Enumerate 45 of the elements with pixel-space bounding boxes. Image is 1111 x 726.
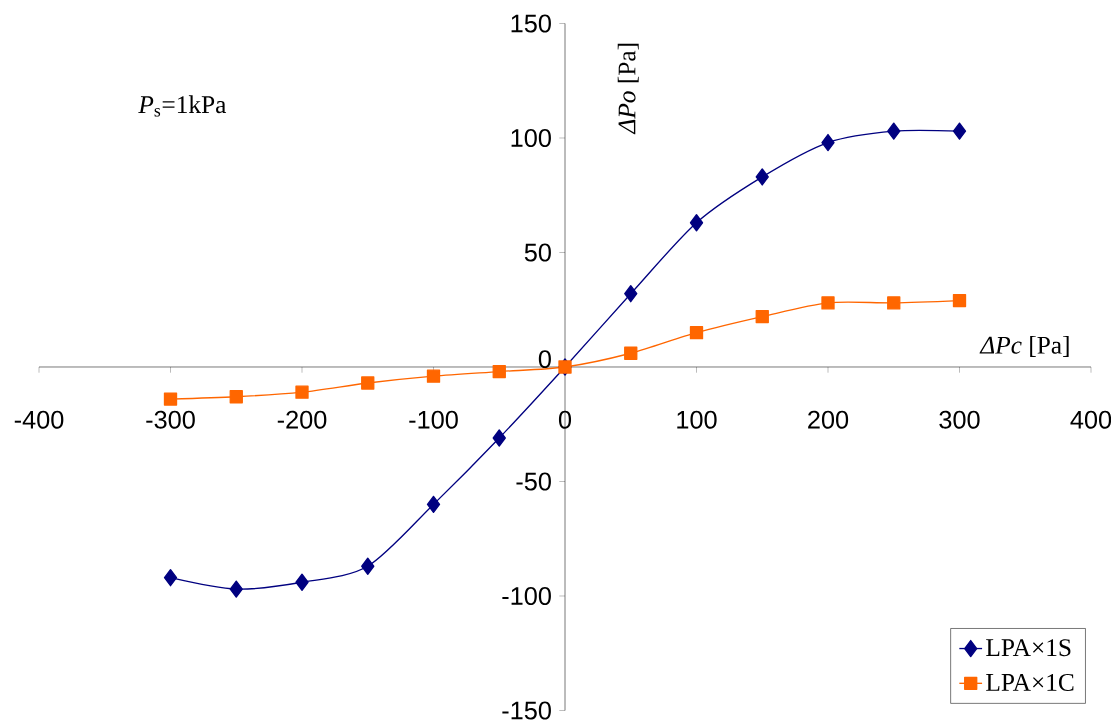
y-tick-label: 50 xyxy=(524,243,551,262)
point xyxy=(821,133,835,152)
x-tick-label: 100 xyxy=(677,410,717,429)
point xyxy=(361,376,375,390)
y-tick-label: 100 xyxy=(511,129,551,147)
point xyxy=(624,346,638,360)
point xyxy=(229,580,243,598)
x-tick-label: -100 xyxy=(409,410,458,429)
point xyxy=(295,573,309,591)
y-tick-label: -150 xyxy=(502,701,551,720)
point xyxy=(229,390,243,404)
point xyxy=(755,168,769,186)
point xyxy=(624,285,638,303)
y-axis-title: ΔPo [Pa] xyxy=(617,43,639,135)
point xyxy=(163,569,178,587)
x-tick-label: 400 xyxy=(1070,410,1111,429)
y-tick-label: -50 xyxy=(516,472,551,491)
point xyxy=(689,214,704,232)
legend-label: LPA×1C xyxy=(986,673,1074,691)
x-tick-label: 200 xyxy=(808,410,849,429)
x-tick-label: 0 xyxy=(558,410,572,429)
point xyxy=(887,122,901,140)
x-tick-label: -200 xyxy=(277,410,327,429)
point xyxy=(755,309,769,324)
annotation: P$_{s}$=1kPa xyxy=(138,95,227,117)
x-axis-title: ΔPc [Pa] xyxy=(979,336,1069,357)
point xyxy=(361,557,375,575)
x-tick-label: 300 xyxy=(939,410,980,429)
x-tick-label: -300 xyxy=(146,410,195,429)
point xyxy=(952,122,967,140)
point xyxy=(163,392,178,406)
legend-label: LPA×1S xyxy=(986,639,1071,657)
y-tick-label: 150 xyxy=(511,14,551,33)
x-tick-label: -400 xyxy=(14,410,64,429)
point xyxy=(952,293,967,308)
point xyxy=(426,495,441,514)
point xyxy=(492,429,506,447)
y-tick-label: 0 xyxy=(538,350,551,369)
point xyxy=(426,369,441,383)
point xyxy=(887,296,901,310)
point xyxy=(492,364,506,379)
y-tick-label: -100 xyxy=(502,587,551,605)
point xyxy=(821,296,835,310)
point xyxy=(689,325,704,340)
point xyxy=(295,385,309,399)
